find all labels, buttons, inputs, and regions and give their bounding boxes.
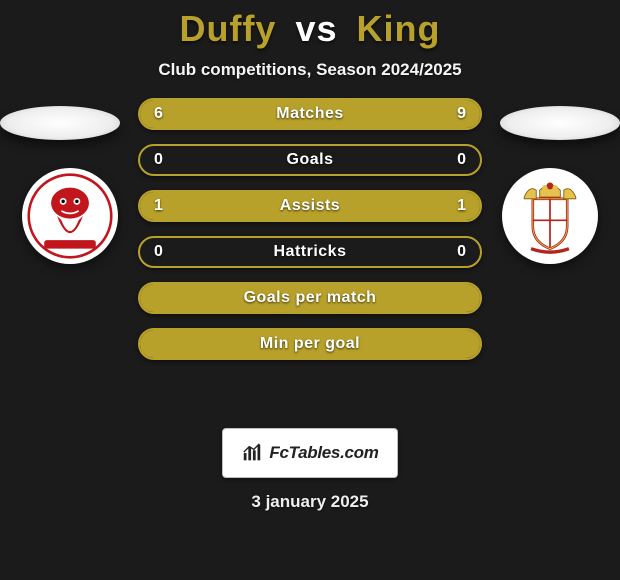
comparison-stage: 69Matches 00Goals 11Assists 00Hattricks Goal… [0, 98, 620, 418]
stat-bar: Min per goal [138, 328, 482, 360]
lincoln-city-crest-icon [27, 173, 113, 259]
stat-bar: 00Goals [138, 144, 482, 176]
source-badge[interactable]: FcTables.com [222, 428, 398, 478]
stat-label: Assists [140, 192, 480, 220]
stat-bar: Goals per match [138, 282, 482, 314]
stat-bar: 69Matches [138, 98, 482, 130]
stat-bar: 00Hattricks [138, 236, 482, 268]
stat-bars: 69Matches 00Goals 11Assists 00Hattricks Goal… [138, 98, 482, 360]
page-title: Duffy vs King [0, 0, 620, 50]
stat-label: Goals [140, 146, 480, 174]
halo-left [0, 106, 120, 140]
stat-label: Goals per match [140, 284, 480, 312]
source-badge-label: FcTables.com [269, 443, 378, 463]
halo-right [500, 106, 620, 140]
club-crest-left [22, 168, 118, 264]
date-label: 3 january 2025 [0, 492, 620, 512]
player-a-name: Duffy [179, 8, 276, 49]
subtitle: Club competitions, Season 2024/2025 [0, 60, 620, 80]
stat-label: Min per goal [140, 330, 480, 358]
stevenage-crest-icon [507, 173, 593, 259]
vs-separator: vs [295, 8, 337, 49]
bar-chart-icon [241, 442, 263, 464]
stat-label: Hattricks [140, 238, 480, 266]
club-crest-right [502, 168, 598, 264]
stat-label: Matches [140, 100, 480, 128]
stat-bar: 11Assists [138, 190, 482, 222]
player-b-name: King [357, 8, 441, 49]
